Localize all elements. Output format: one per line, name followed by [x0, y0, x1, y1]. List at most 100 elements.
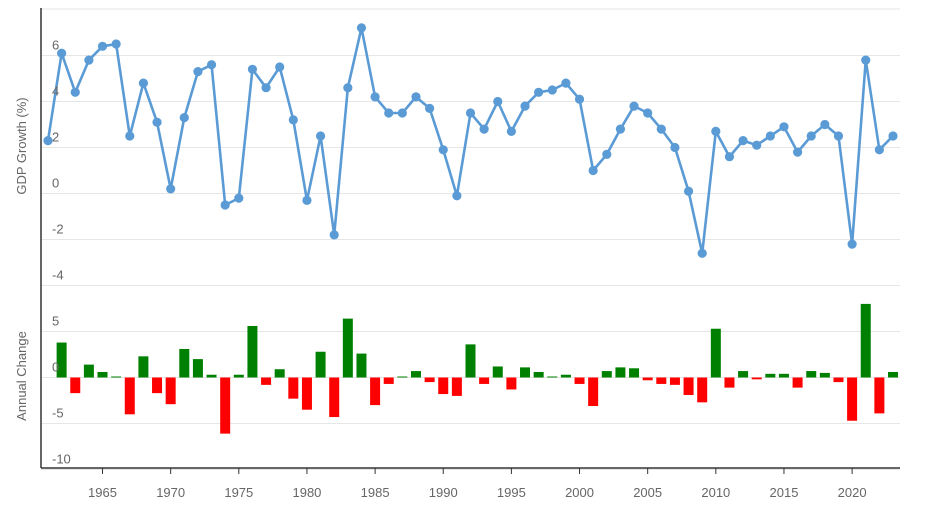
change-bar-2023 — [888, 371, 898, 378]
gdp-point-2004 — [629, 101, 639, 111]
gdp-point-2019 — [833, 131, 844, 141]
change-bar-1994 — [492, 366, 503, 378]
gdp-point-1964 — [84, 55, 94, 65]
x-tick-label: 1995 — [497, 485, 526, 500]
line-layer — [46, 26, 894, 255]
gdp-point-2020 — [847, 239, 857, 249]
gdp-point-2007 — [670, 142, 680, 153]
change-bar-2017 — [806, 371, 817, 378]
change-bar-1999 — [560, 374, 571, 378]
change-bar-1981 — [315, 351, 326, 378]
change-y-tick-label: 5 — [52, 314, 59, 329]
change-bar-2011 — [724, 377, 735, 388]
gdp-point-1999 — [561, 78, 571, 88]
x-tick-label: 2010 — [701, 485, 730, 500]
gdp-point-1981 — [315, 131, 326, 141]
change-bar-2016 — [792, 377, 803, 388]
x-tick-label: 1965 — [88, 485, 117, 500]
gdp-point-2005 — [643, 108, 653, 118]
change-bar-1987 — [397, 376, 408, 378]
change-bar-2001 — [588, 377, 599, 407]
gdp-point-1965 — [97, 41, 108, 51]
change-y-tick-label: 0 — [52, 360, 59, 375]
gdp-point-2002 — [602, 149, 612, 159]
change-bar-2018 — [819, 372, 830, 378]
gdp-point-1994 — [493, 96, 503, 107]
change-axis-title: Annual Change — [14, 331, 29, 421]
change-bar-1996 — [520, 367, 531, 378]
gdp-point-1985 — [370, 92, 380, 102]
change-bar-1989 — [424, 377, 435, 383]
gdp-growth-line — [46, 26, 894, 255]
x-tick-label: 1985 — [361, 485, 390, 500]
gdp-point-2015 — [779, 122, 789, 132]
gdp-point-2018 — [820, 119, 830, 130]
gdp-point-2000 — [574, 94, 585, 104]
gdp-point-1962 — [57, 48, 67, 58]
change-bar-2013 — [751, 377, 762, 380]
change-bar-2002 — [601, 371, 612, 378]
change-bar-1976 — [247, 325, 258, 378]
gdp-point-1966 — [111, 39, 121, 49]
gdp-point-1974 — [220, 200, 230, 210]
change-bar-1969 — [152, 377, 163, 394]
change-bar-2008 — [683, 377, 694, 395]
change-bar-1990 — [438, 377, 449, 395]
change-bar-1988 — [410, 371, 421, 378]
x-tick-label: 2020 — [838, 485, 867, 500]
change-bar-1992 — [465, 344, 476, 378]
gdp-point-1977 — [261, 83, 271, 93]
gdp-point-1987 — [397, 108, 407, 118]
change-bar-1984 — [356, 353, 367, 378]
gdp-point-1961 — [43, 136, 53, 146]
change-bar-1966 — [111, 376, 122, 378]
change-bar-2020 — [847, 377, 858, 421]
change-bar-1983 — [342, 318, 353, 378]
change-bar-2019 — [833, 377, 844, 383]
gdp-point-2017 — [806, 131, 816, 141]
gdp-point-2022 — [874, 145, 884, 155]
gdp-point-1990 — [438, 145, 448, 155]
gdp-point-2001 — [588, 165, 598, 176]
gdp-point-2014 — [765, 131, 775, 141]
gdp-y-tick-label: -4 — [52, 268, 64, 283]
gdp-axis-title: GDP Growth (%) — [14, 97, 29, 194]
gdp-y-tick-label: 2 — [52, 130, 59, 145]
change-bar-2015 — [778, 373, 789, 378]
x-tick-label: 2015 — [770, 485, 799, 500]
labels-layer: -4 -2 0 2 4 6 -10 -5 0 5 1965 1970 1975 1980 1985 1990 1… — [52, 38, 867, 501]
gdp-point-1972 — [193, 67, 203, 77]
gdp-point-1978 — [275, 62, 285, 72]
gdp-point-1979 — [288, 115, 298, 125]
gdp-point-2013 — [752, 140, 762, 150]
gdp-point-1997 — [534, 87, 544, 97]
gdp-point-1984 — [356, 23, 367, 33]
change-bar-1998 — [547, 376, 558, 378]
gdp-point-1969 — [152, 117, 162, 127]
gdp-point-1993 — [479, 124, 489, 134]
gdp-point-2006 — [656, 124, 666, 134]
change-bar-1967 — [124, 377, 135, 415]
bars-layer — [56, 303, 898, 434]
gdp-point-1991 — [452, 191, 462, 201]
gdp-point-2011 — [724, 152, 735, 162]
change-bar-1973 — [206, 374, 217, 378]
change-bar-1963 — [70, 377, 81, 394]
gdp-point-2012 — [738, 136, 748, 146]
gdp-point-1982 — [329, 230, 339, 240]
change-bar-2022 — [874, 377, 885, 414]
gdp-point-1980 — [302, 195, 312, 205]
change-bar-1978 — [274, 369, 285, 378]
change-bar-1997 — [533, 371, 544, 378]
change-bar-2012 — [738, 371, 749, 378]
change-bar-1977 — [261, 377, 272, 385]
gdp-y-tick-label: 4 — [52, 84, 59, 99]
gdp-point-1983 — [343, 83, 353, 93]
change-bar-1986 — [383, 377, 394, 384]
change-bar-2014 — [765, 373, 776, 378]
change-bar-1972 — [192, 359, 203, 378]
change-bar-1971 — [179, 348, 190, 378]
gdp-point-1970 — [166, 184, 176, 194]
x-tick-label: 2000 — [565, 485, 594, 500]
